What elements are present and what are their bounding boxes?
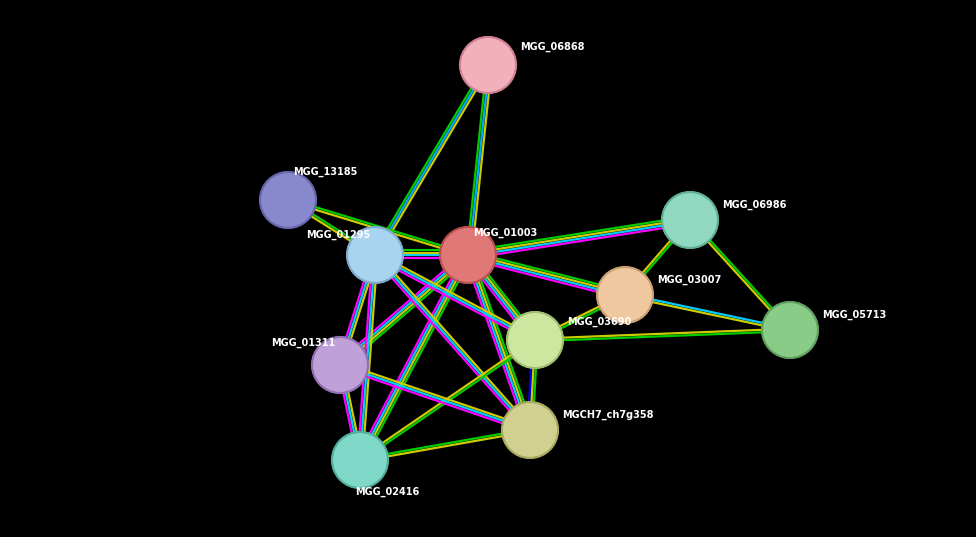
Circle shape (502, 402, 558, 458)
Text: MGG_06868: MGG_06868 (520, 42, 585, 52)
Text: MGG_01295: MGG_01295 (305, 230, 370, 240)
Circle shape (312, 337, 368, 393)
Circle shape (662, 192, 718, 248)
Circle shape (762, 302, 818, 358)
Circle shape (597, 267, 653, 323)
Circle shape (347, 227, 403, 283)
Circle shape (440, 227, 496, 283)
Text: MGG_05713: MGG_05713 (822, 310, 886, 320)
Text: MGG_02416: MGG_02416 (355, 487, 420, 497)
Circle shape (460, 37, 516, 93)
Text: MGG_03690: MGG_03690 (567, 317, 631, 327)
Text: MGG_01003: MGG_01003 (473, 228, 537, 238)
Circle shape (332, 432, 388, 488)
Text: MGG_01311: MGG_01311 (270, 338, 335, 348)
Text: MGG_06986: MGG_06986 (722, 200, 787, 210)
Text: MGG_13185: MGG_13185 (293, 167, 357, 177)
Text: MGG_03007: MGG_03007 (657, 275, 721, 285)
Circle shape (260, 172, 316, 228)
Circle shape (507, 312, 563, 368)
Text: MGCH7_ch7g358: MGCH7_ch7g358 (562, 410, 654, 420)
